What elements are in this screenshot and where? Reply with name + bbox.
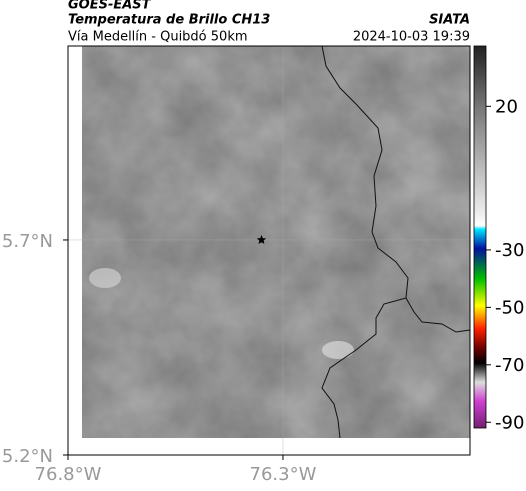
- colorbar: [473, 45, 487, 429]
- imagery: [82, 46, 470, 438]
- border: [405, 297, 471, 333]
- bright-cloud: [89, 268, 121, 288]
- satellite: GOES-EAST: [68, 0, 152, 13]
- bright-cloud: [322, 341, 354, 359]
- y-tick-label: 5.7°N: [2, 231, 53, 252]
- title: Temperatura de Brillo CH13: [68, 13, 270, 28]
- x-tick-label: 76.3°W: [250, 464, 317, 485]
- border: [321, 45, 409, 439]
- colorbar-tick-label: -90: [495, 412, 524, 433]
- colorbar-tick-label: -50: [495, 297, 524, 318]
- colorbar-tick-label: -30: [495, 240, 524, 261]
- colorbar-tick-label: -70: [495, 355, 524, 376]
- colorbar-tick-label: 20: [495, 96, 518, 117]
- x-tick-label: 76.8°W: [35, 464, 102, 485]
- y-tick-label: 5.2°N: [2, 446, 53, 467]
- location-marker: [256, 235, 267, 244]
- source: SIATA: [429, 13, 470, 28]
- timestamp: 2024-10-03 19:39: [353, 30, 470, 45]
- subtitle: Vía Medellín - Quibdó 50km: [68, 30, 248, 45]
- plot-frame: [67, 45, 471, 456]
